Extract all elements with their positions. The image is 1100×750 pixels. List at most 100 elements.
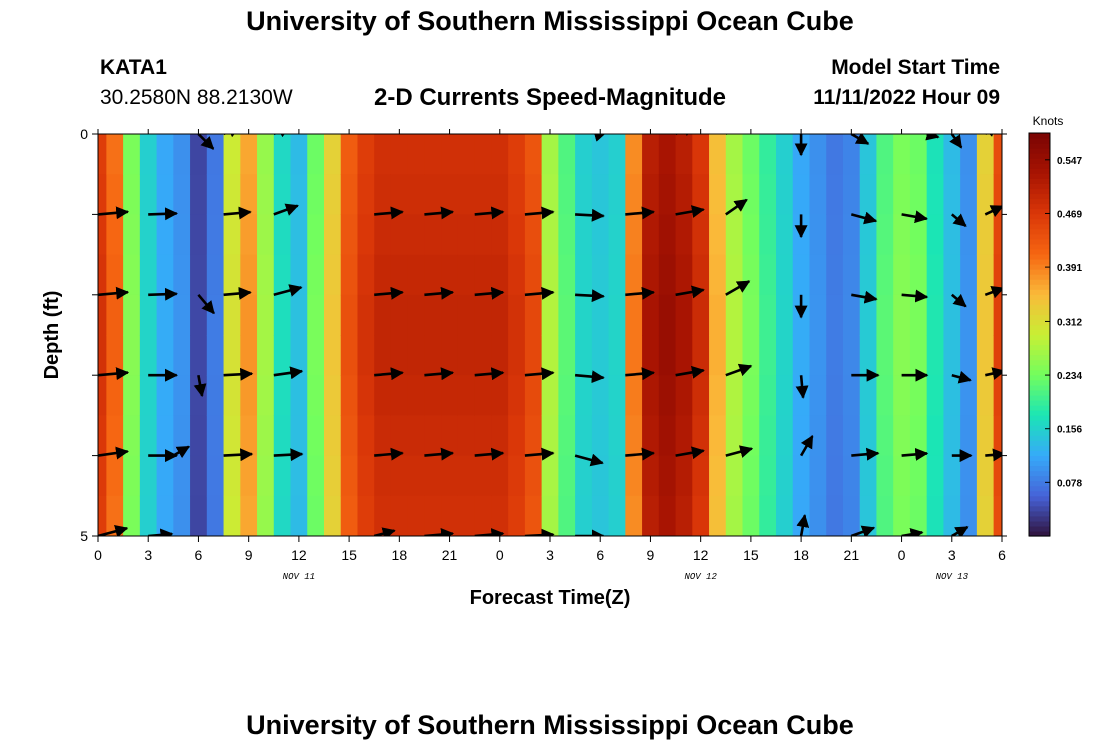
heatmap-cell <box>876 335 894 376</box>
heatmap-cell <box>139 495 158 536</box>
current-vector <box>193 374 207 398</box>
current-vector <box>675 365 705 379</box>
heatmap-cell <box>374 415 392 457</box>
heatmap-cell <box>709 375 727 416</box>
current-vector <box>374 206 404 220</box>
heatmap-cell <box>524 455 543 497</box>
heatmap-cell <box>508 415 526 457</box>
heatmap-cell <box>474 294 493 336</box>
heatmap-cell <box>876 375 894 416</box>
heatmap-cell <box>206 495 225 536</box>
heatmap-cell <box>993 375 1002 416</box>
colorbar-swatch <box>1029 515 1050 522</box>
colorbar-swatch <box>1029 163 1050 169</box>
heatmap-cell <box>993 174 1002 215</box>
current-vector <box>273 134 292 138</box>
heatmap-cell <box>357 254 375 296</box>
current-vector <box>474 206 505 220</box>
heatmap-cell <box>909 294 928 336</box>
heatmap-cell <box>692 134 710 175</box>
current-vector <box>98 286 130 300</box>
colorbar-swatch <box>1029 364 1050 371</box>
y-axis-label: Depth (ft) <box>41 291 63 380</box>
heatmap-cell <box>156 254 174 296</box>
colorbar-tick-label: 0.078 <box>1057 478 1082 489</box>
colorbar-swatch <box>1029 203 1050 210</box>
current-vector <box>223 286 252 300</box>
x-tick-label: 12 <box>291 547 307 563</box>
heatmap-cell <box>709 294 727 336</box>
heatmap-cell <box>474 375 493 416</box>
heatmap-cell <box>742 495 760 536</box>
heatmap-cell <box>842 495 861 536</box>
heatmap-cell <box>776 495 794 536</box>
heatmap-cell <box>407 134 426 175</box>
colorbar-swatch <box>1029 218 1050 225</box>
heatmap-cell <box>826 174 844 215</box>
colorbar-swatch <box>1029 138 1050 144</box>
heatmap-cell <box>608 415 626 457</box>
heatmap-cell <box>206 294 225 336</box>
heatmap-cell <box>206 214 225 256</box>
heatmap-cell <box>608 455 626 497</box>
heatmap-cell <box>190 455 208 497</box>
colorbar-swatch <box>1029 415 1050 421</box>
x-tick-label: 3 <box>144 547 152 563</box>
heatmap-cell <box>257 415 275 457</box>
heatmap-cell <box>123 375 141 416</box>
heatmap-cell <box>826 455 844 497</box>
heatmap-cell <box>156 214 174 256</box>
colorbar-swatch <box>1029 304 1050 310</box>
heatmap-cell <box>474 335 493 376</box>
colorbar-swatch <box>1029 198 1050 205</box>
heatmap-cell <box>692 375 710 416</box>
heatmap-cell <box>926 174 945 215</box>
heatmap-cell <box>324 174 342 215</box>
heatmap-cell <box>524 174 543 215</box>
heatmap-cell <box>742 254 760 296</box>
heatmap-cell <box>709 174 727 215</box>
heatmap-cell <box>625 254 643 296</box>
colorbar-swatch <box>1029 329 1050 336</box>
heatmap-cell <box>324 335 342 376</box>
colorbar-swatch <box>1029 359 1050 366</box>
x-tick-label: 0 <box>496 547 504 563</box>
heatmap-cell <box>541 174 559 215</box>
heatmap-cell <box>675 455 693 497</box>
heatmap-cell <box>742 294 760 336</box>
current-vector <box>374 447 404 461</box>
heatmap-cell <box>926 455 945 497</box>
heatmap-cell <box>960 134 978 175</box>
heatmap-cell <box>859 174 878 215</box>
heatmap-cell <box>290 495 308 536</box>
current-vector <box>725 280 751 296</box>
heatmap-cell <box>826 294 844 336</box>
heatmap-cell <box>943 335 961 376</box>
heatmap-cell <box>725 495 744 536</box>
heatmap-cell <box>307 254 325 296</box>
current-vector <box>172 445 191 459</box>
current-vector <box>574 370 605 384</box>
heatmap-cell <box>859 455 878 497</box>
x-tick-label: 3 <box>948 547 956 563</box>
heatmap-cell <box>273 214 292 256</box>
heatmap-cell <box>776 335 794 376</box>
heatmap-cell <box>474 415 493 457</box>
heatmap-cell <box>508 214 526 256</box>
current-vectors <box>98 134 1002 536</box>
date-label: NOV 13 <box>936 572 969 582</box>
heatmap-cell <box>541 335 559 376</box>
heatmap-cell <box>139 375 158 416</box>
heatmap-cell <box>575 415 593 457</box>
heatmap-cell <box>307 415 325 457</box>
heatmap-cell <box>407 375 426 416</box>
current-vector <box>223 367 254 381</box>
heatmap-cell <box>943 375 961 416</box>
heatmap-cell <box>123 174 141 215</box>
heatmap-cell <box>390 415 409 457</box>
heatmap-cell <box>324 294 342 336</box>
heatmap-cell <box>106 375 124 416</box>
heatmap-cell <box>591 214 610 256</box>
heatmap-cell <box>909 254 928 296</box>
current-vector <box>795 375 809 399</box>
